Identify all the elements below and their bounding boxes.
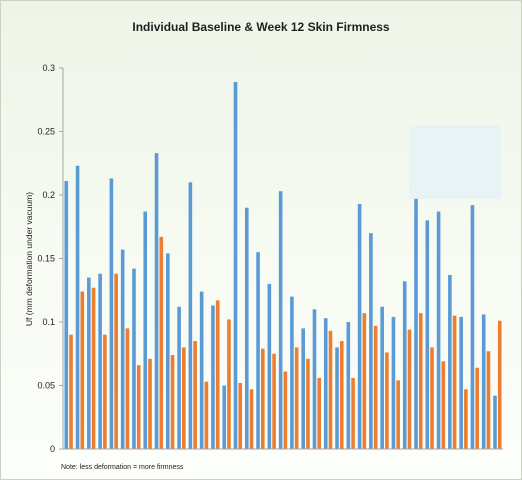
baseline-bar bbox=[470, 205, 475, 449]
y-tick-label: 0.15 bbox=[37, 254, 55, 264]
week12-bar bbox=[430, 347, 434, 449]
baseline-bar bbox=[199, 291, 204, 449]
week12-bar bbox=[418, 313, 423, 449]
baseline-bar bbox=[87, 277, 91, 449]
y-tick-label: 0.25 bbox=[37, 127, 55, 137]
baseline-bar bbox=[177, 306, 181, 449]
week12-bar bbox=[91, 287, 96, 449]
week12-bar bbox=[339, 341, 344, 449]
week12-bar bbox=[407, 329, 412, 449]
baseline-bar bbox=[323, 318, 328, 449]
week12-bar bbox=[328, 330, 333, 449]
baseline-bar bbox=[380, 306, 384, 449]
baseline-bar bbox=[448, 275, 452, 449]
baseline-bar bbox=[391, 316, 396, 449]
baseline-bar bbox=[369, 233, 373, 449]
baseline-bar bbox=[425, 220, 430, 449]
baseline-bar bbox=[98, 273, 102, 449]
week12-bar bbox=[159, 236, 164, 449]
baseline-bar bbox=[120, 249, 125, 449]
week12-bar bbox=[396, 380, 400, 449]
empty-highlight-box bbox=[409, 125, 501, 199]
baseline-bar bbox=[346, 322, 351, 449]
y-axis-ticks: 0 0.05 0.1 0.15 0.2 0.25 0.3 bbox=[37, 63, 63, 454]
y-axis-title: Uf (mm deformation under vacuum) bbox=[24, 192, 34, 326]
y-tick-label: 0.2 bbox=[42, 190, 55, 200]
baseline-bar bbox=[414, 198, 418, 449]
baseline-bar bbox=[459, 316, 463, 449]
week12-bar bbox=[283, 371, 288, 449]
week12-bar bbox=[497, 320, 502, 449]
baseline-bar bbox=[154, 153, 159, 449]
week12-bar bbox=[80, 291, 85, 449]
week12-bar bbox=[441, 361, 446, 449]
y-tick-label: 0.3 bbox=[42, 63, 55, 73]
week12-bar bbox=[249, 389, 254, 449]
week12-bar bbox=[215, 300, 220, 449]
week12-bar bbox=[114, 273, 118, 449]
baseline-bar bbox=[222, 385, 227, 449]
baseline-bar bbox=[278, 191, 283, 449]
week12-bar bbox=[193, 341, 197, 449]
baseline-bar bbox=[493, 395, 497, 449]
y-tick-label: 0.1 bbox=[42, 317, 55, 327]
week12-bar bbox=[362, 313, 367, 449]
baseline-bar bbox=[256, 252, 260, 449]
week12-bar bbox=[294, 347, 299, 449]
baseline-bar bbox=[143, 211, 148, 449]
baseline-bar bbox=[211, 305, 215, 449]
baseline-bar bbox=[166, 253, 170, 449]
chart-title: Individual Baseline & Week 12 Skin Firmn… bbox=[132, 20, 390, 34]
y-tick-label: 0.05 bbox=[37, 381, 55, 391]
baseline-bar bbox=[357, 203, 362, 449]
week12-bar bbox=[136, 365, 141, 449]
baseline-bar bbox=[267, 283, 272, 449]
baseline-bar bbox=[109, 178, 114, 450]
week12-bar bbox=[204, 381, 209, 449]
week12-bar bbox=[148, 358, 152, 449]
week12-bar bbox=[475, 367, 479, 449]
baseline-bar bbox=[64, 181, 69, 449]
baseline-bar bbox=[290, 296, 294, 449]
baseline-bar bbox=[301, 328, 305, 449]
week12-bar bbox=[103, 334, 107, 449]
footnote: Note: less deformation = more firmness bbox=[61, 464, 184, 471]
week12-bar bbox=[317, 377, 322, 449]
week12-bar bbox=[373, 325, 378, 449]
baseline-bar bbox=[481, 314, 486, 449]
week12-bar bbox=[464, 389, 468, 449]
baseline-bar bbox=[244, 207, 249, 449]
week12-bar bbox=[385, 352, 389, 449]
week12-bar bbox=[69, 334, 73, 449]
week12-bar bbox=[125, 328, 130, 449]
baseline-bar bbox=[132, 268, 136, 449]
week12-bar bbox=[238, 382, 243, 449]
week12-bar bbox=[452, 315, 457, 449]
week12-bar bbox=[351, 377, 355, 449]
week12-bar bbox=[261, 348, 265, 449]
bar-series bbox=[64, 81, 502, 450]
week12-bar bbox=[306, 358, 310, 449]
baseline-bar bbox=[188, 182, 193, 450]
baseline-bar bbox=[75, 165, 80, 450]
week12-bar bbox=[182, 347, 186, 449]
week12-bar bbox=[486, 351, 491, 449]
baseline-bar bbox=[312, 309, 317, 449]
baseline-bar bbox=[436, 211, 441, 449]
baseline-bar bbox=[233, 81, 238, 449]
baseline-bar bbox=[402, 281, 407, 449]
baseline-bar bbox=[335, 347, 339, 449]
y-tick-label: 0 bbox=[50, 444, 55, 454]
week12-bar bbox=[227, 319, 231, 449]
week12-bar bbox=[170, 355, 175, 449]
week12-bar bbox=[272, 353, 276, 449]
